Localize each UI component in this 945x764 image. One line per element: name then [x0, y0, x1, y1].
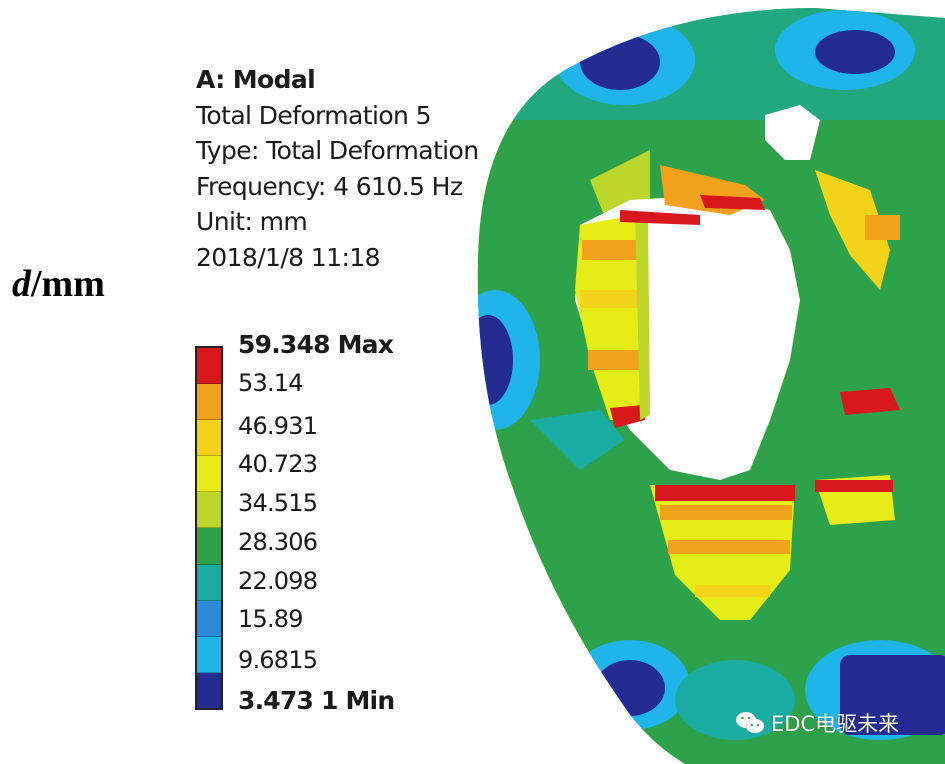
pole-dark: [595, 660, 665, 716]
legend-color-swatch: [197, 528, 221, 565]
legend-value-label: 22.098: [238, 567, 318, 595]
pole-dark: [840, 655, 945, 735]
wall-band: [580, 290, 638, 308]
wall-band: [865, 215, 900, 240]
upper-hole: [765, 105, 820, 160]
legend-value-label: 28.306: [238, 528, 318, 556]
wall-band: [668, 540, 790, 554]
quantity-unit: /mm: [31, 263, 105, 305]
result-timestamp: 2018/1/8 11:18: [196, 242, 380, 272]
deformation-contour-plot: [477, 8, 945, 764]
result-unit: Unit: mm: [196, 207, 308, 236]
legend-color-swatch: [197, 492, 221, 529]
wall-band: [588, 350, 640, 370]
legend-value-label: 40.723: [238, 450, 318, 478]
right-slot-wall: [815, 170, 890, 290]
pole-dark: [815, 30, 895, 74]
wall-band: [582, 240, 637, 260]
legend-color-swatch: [197, 420, 221, 457]
color-legend-bar: [195, 346, 223, 710]
result-name: Total Deformation 5: [196, 100, 432, 130]
wall-edge-red: [700, 195, 765, 210]
legend-color-swatch: [197, 600, 221, 637]
pole-dark: [580, 34, 660, 90]
wall-band: [660, 505, 792, 520]
wechat-icon: [736, 712, 765, 734]
pole-teal: [675, 660, 795, 740]
legend-value-label: 53.14: [238, 369, 304, 397]
legend-color-swatch: [197, 348, 221, 385]
wall-edge-red: [655, 485, 795, 501]
wall-edge-red: [620, 210, 700, 225]
legend-value-label: 9.6815: [238, 646, 318, 674]
watermark: EDC电驱未来: [735, 708, 899, 738]
wall-edge-red: [815, 480, 893, 492]
result-type: Type: Total Deformation: [196, 136, 479, 165]
legend-value-label: 34.515: [238, 489, 318, 517]
legend-color-swatch: [197, 456, 221, 493]
legend-min-label: 3.473 1 Min: [238, 686, 395, 715]
wall-edge-red: [840, 388, 900, 415]
side-band: [530, 410, 625, 470]
analysis-title: A: Modal: [196, 65, 316, 94]
wall-band: [695, 585, 770, 597]
legend-color-swatch: [197, 636, 221, 673]
wall-side: [635, 215, 650, 420]
watermark-text: EDC电驱未来: [771, 712, 900, 736]
mode-frequency: Frequency: 4 610.5 Hz: [196, 171, 463, 201]
legend-color-swatch: [197, 564, 221, 601]
wall-edge-red: [610, 405, 645, 428]
legend-max-label: 59.348 Max: [238, 330, 394, 359]
quantity-label: d/mm: [12, 262, 105, 306]
legend-color-swatch: [197, 384, 221, 421]
quantity-symbol: d: [12, 263, 31, 305]
result-info-panel: A: Modal Total Deformation 5 Type: Total…: [196, 62, 479, 275]
legend-value-label: 15.89: [238, 605, 304, 633]
legend-color-swatch: [197, 672, 221, 708]
pole-dark: [477, 315, 513, 405]
legend-value-label: 46.931: [238, 412, 318, 440]
